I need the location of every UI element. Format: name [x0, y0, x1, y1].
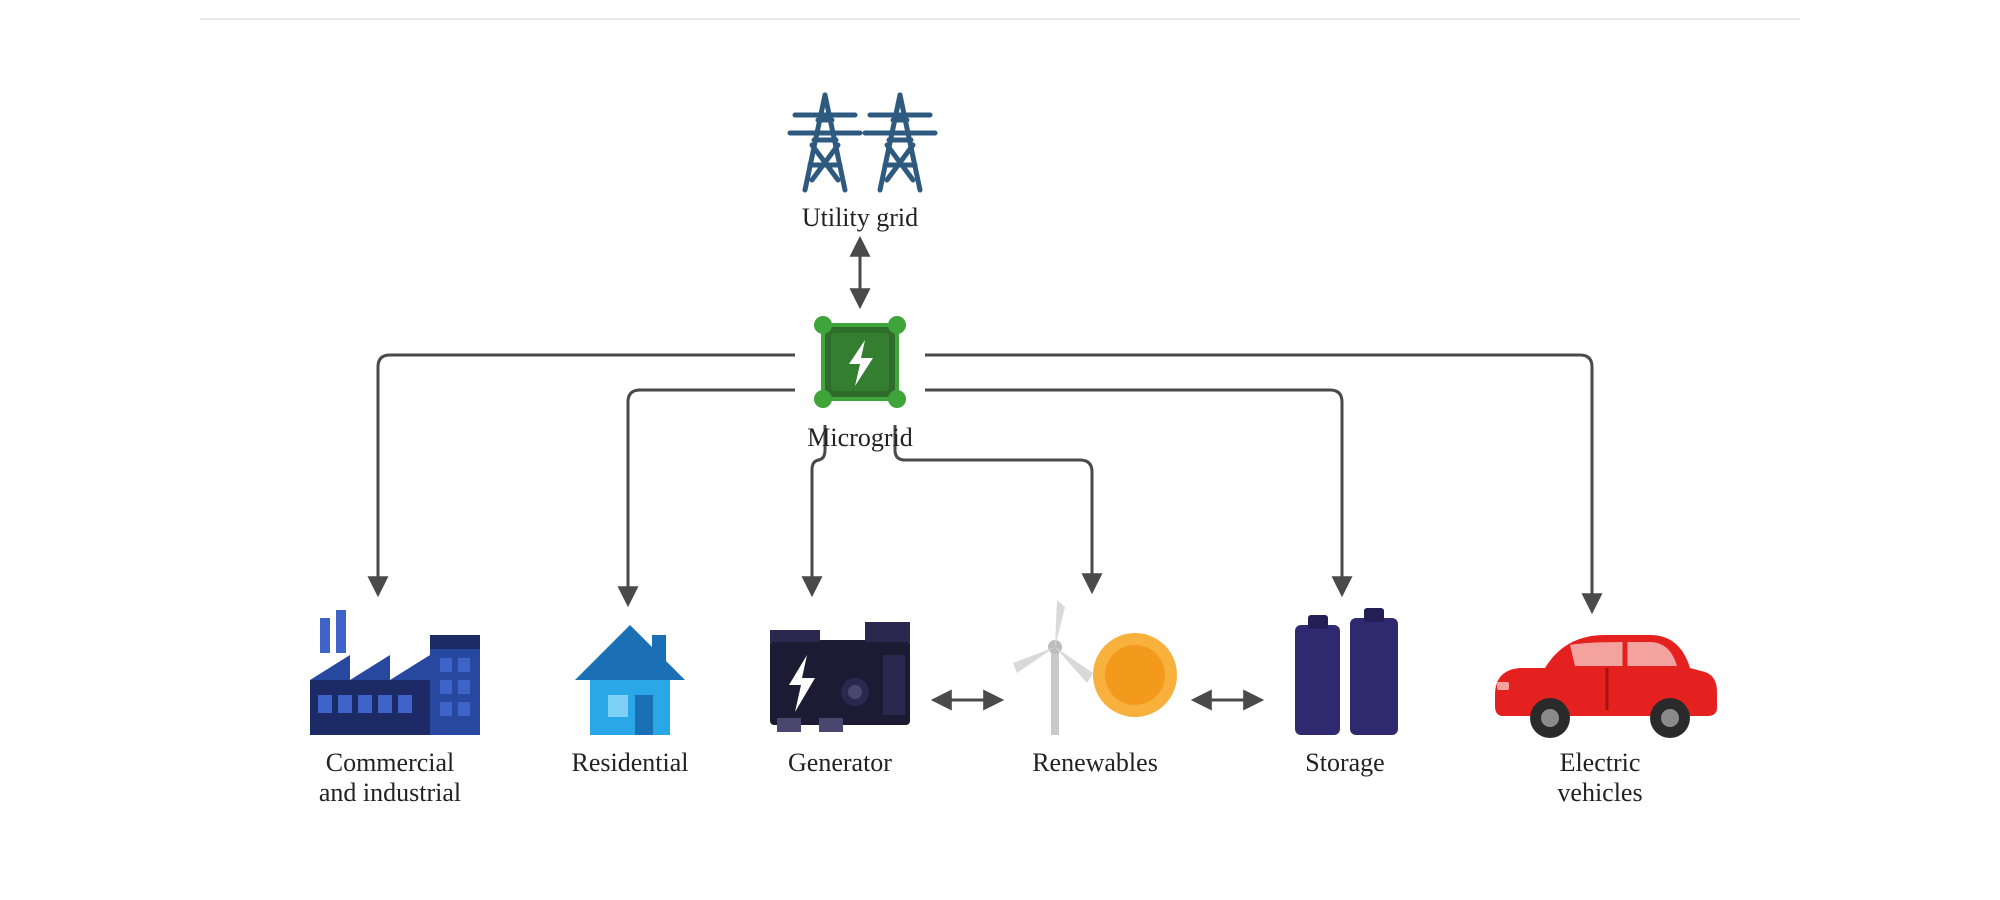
microgrid-label: Microgrid: [795, 423, 925, 453]
edge-microgrid-commercial: [378, 355, 795, 593]
diagram-stage: Utility grid Microgrid: [0, 0, 2000, 900]
node-ev: Electric vehicles: [1470, 600, 1730, 808]
edge-microgrid-residential: [628, 390, 795, 603]
ev-label: Electric vehicles: [1470, 748, 1730, 808]
transmission-tower-icon: [770, 85, 950, 195]
node-microgrid: Microgrid: [795, 310, 925, 453]
node-storage: Storage: [1260, 600, 1430, 778]
electric-car-icon: [1475, 600, 1725, 740]
storage-label: Storage: [1260, 748, 1430, 778]
node-residential: Residential: [545, 610, 715, 778]
edge-microgrid-ev: [925, 355, 1592, 610]
node-commercial: Commercial and industrial: [280, 600, 500, 808]
generator-icon: [755, 600, 925, 740]
generator-label: Generator: [750, 748, 930, 778]
renewables-label: Renewables: [990, 748, 1200, 778]
commercial-label: Commercial and industrial: [280, 748, 500, 808]
house-icon: [560, 610, 700, 740]
node-utility-grid: Utility grid: [760, 85, 960, 233]
edge-microgrid-storage: [925, 390, 1342, 593]
microgrid-icon: [805, 310, 915, 415]
node-renewables: Renewables: [990, 595, 1200, 778]
renewables-icon: [995, 595, 1195, 740]
node-generator: Generator: [750, 600, 930, 778]
residential-label: Residential: [545, 748, 715, 778]
battery-icon: [1270, 600, 1420, 740]
utility-grid-label: Utility grid: [760, 203, 960, 233]
factory-icon: [290, 600, 490, 740]
